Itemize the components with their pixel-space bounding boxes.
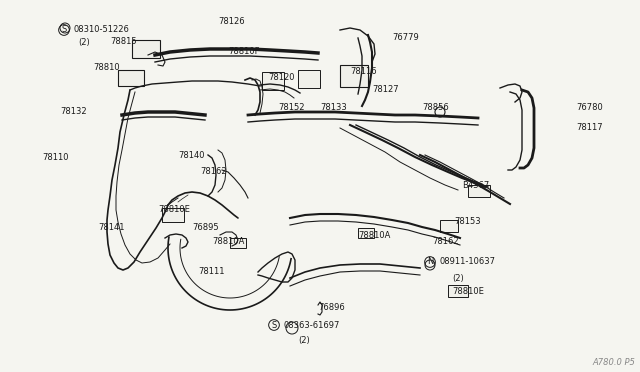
Text: S: S: [61, 26, 67, 35]
Text: 76895: 76895: [192, 224, 219, 232]
Text: (2): (2): [78, 38, 90, 46]
Text: 78815: 78815: [110, 38, 136, 46]
Text: 78116: 78116: [350, 67, 376, 77]
Text: 78140: 78140: [178, 151, 205, 160]
Text: 78117: 78117: [576, 124, 603, 132]
Text: 78810E: 78810E: [452, 288, 484, 296]
Text: A780.0 P5: A780.0 P5: [592, 358, 635, 367]
FancyBboxPatch shape: [298, 70, 320, 88]
Text: (2): (2): [298, 336, 310, 344]
FancyBboxPatch shape: [440, 220, 458, 232]
Text: 78810E: 78810E: [158, 205, 190, 215]
Text: 08911-10637: 08911-10637: [440, 257, 496, 266]
Text: 76780: 76780: [576, 103, 603, 112]
Text: 78810A: 78810A: [358, 231, 390, 240]
FancyBboxPatch shape: [448, 285, 468, 297]
Text: 78810A: 78810A: [212, 237, 244, 247]
Text: 78126: 78126: [218, 17, 244, 26]
FancyBboxPatch shape: [358, 228, 374, 238]
Text: 78110: 78110: [42, 154, 68, 163]
Text: 78152: 78152: [278, 103, 305, 112]
Text: 78856: 78856: [422, 103, 449, 112]
Text: 08363-61697: 08363-61697: [284, 321, 340, 330]
Text: 78810: 78810: [93, 64, 120, 73]
FancyBboxPatch shape: [230, 238, 246, 248]
Text: 08310-51226: 08310-51226: [74, 26, 130, 35]
Text: 78120: 78120: [268, 74, 294, 83]
Text: 76896: 76896: [318, 304, 345, 312]
Text: 78133: 78133: [320, 103, 347, 112]
Text: S: S: [271, 321, 276, 330]
Text: 78162: 78162: [432, 237, 459, 247]
FancyBboxPatch shape: [132, 40, 160, 58]
FancyBboxPatch shape: [262, 72, 284, 90]
Text: 78127: 78127: [372, 86, 399, 94]
Text: 78162: 78162: [200, 167, 227, 176]
Text: 78132: 78132: [60, 108, 86, 116]
FancyBboxPatch shape: [162, 208, 184, 222]
Text: 76779: 76779: [392, 33, 419, 42]
Text: (2): (2): [452, 273, 464, 282]
Text: 78810F: 78810F: [228, 48, 259, 57]
Text: B4367: B4367: [462, 180, 489, 189]
Text: 78141: 78141: [98, 224, 125, 232]
FancyBboxPatch shape: [118, 70, 144, 86]
Text: 78153: 78153: [454, 218, 481, 227]
Text: 78111: 78111: [198, 267, 225, 276]
FancyBboxPatch shape: [468, 185, 490, 197]
Text: N: N: [427, 257, 433, 266]
FancyBboxPatch shape: [340, 65, 368, 87]
